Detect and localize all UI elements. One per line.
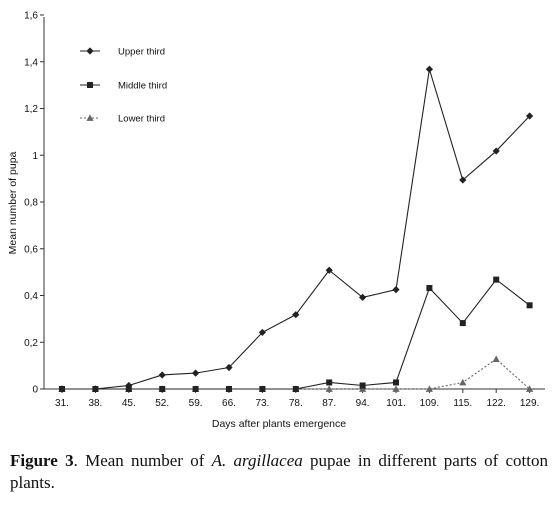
x-tick-label: 101. <box>386 398 405 409</box>
figure-caption: Figure 3. Mean number of A. argillacea p… <box>10 450 548 494</box>
data-point-lower-third <box>359 385 367 392</box>
x-tick-label: 31. <box>55 398 69 409</box>
y-axis-title: Mean number of pupa <box>7 151 19 254</box>
data-point-upper-third <box>325 266 333 274</box>
line-chart: 0 0,2 0,4 0,6 0,8 1 1,2 1,4 1,6 31. 38. 45. 52. 59. 6… <box>7 11 545 430</box>
data-point-upper-third <box>392 286 400 294</box>
x-tick-label: 87. <box>322 398 336 409</box>
legend-item-lower-third: Lower third <box>80 114 165 125</box>
y-tick-label: 1,4 <box>24 57 38 68</box>
y-tick-label: 0,2 <box>24 338 38 349</box>
legend: Upper third Middle third Lower third <box>80 47 167 125</box>
y-tick-label: 0,4 <box>24 291 38 302</box>
data-point-lower-third <box>325 385 333 392</box>
legend-item-upper-third: Upper third <box>80 47 165 58</box>
data-point-middle-third <box>326 379 333 386</box>
data-point-middle-third <box>359 382 366 389</box>
series-upper-third <box>58 65 534 393</box>
legend-marker-lower-third <box>86 114 94 121</box>
x-tick-label: 45. <box>122 398 136 409</box>
y-tick-label: 1,6 <box>24 11 38 22</box>
data-point-middle-third <box>393 379 399 386</box>
data-point-lower-third <box>492 355 500 362</box>
data-point-upper-third <box>125 381 133 390</box>
species-name: A. argillacea <box>211 451 303 470</box>
data-point-upper-third <box>225 363 233 372</box>
data-point-middle-third <box>493 276 500 283</box>
x-tick-label: 122. <box>486 398 505 409</box>
data-point-lower-third <box>392 385 400 392</box>
data-point-upper-third <box>359 293 367 301</box>
data-point-lower-third <box>526 385 534 392</box>
data-point-middle-third <box>426 285 433 292</box>
legend-label: Lower third <box>118 114 165 125</box>
x-axis-ticks: 31. 38. 45. 52. 59. 66. 73. 78. 87. 94. 101. 109. 11… <box>55 389 539 409</box>
data-point-middle-third <box>292 386 299 392</box>
data-point-middle-third <box>259 386 266 392</box>
data-point-lower-third <box>459 378 467 386</box>
data-point-upper-third <box>492 147 500 155</box>
x-tick-label: 94. <box>356 398 370 409</box>
x-tick-label: 66. <box>222 398 236 409</box>
data-point-middle-third <box>192 386 199 392</box>
data-point-upper-third <box>158 371 166 379</box>
x-tick-label: 38. <box>88 398 102 409</box>
data-point-upper-third <box>58 385 66 393</box>
legend-label: Upper third <box>118 47 165 58</box>
data-point-upper-third <box>258 328 266 337</box>
x-tick-label: 59. <box>189 398 203 409</box>
data-point-lower-third <box>425 385 433 392</box>
data-point-upper-third <box>91 385 99 393</box>
legend-item-middle-third: Middle third <box>80 81 167 92</box>
y-tick-label: 0,8 <box>24 198 38 209</box>
x-tick-label: 73. <box>255 398 269 409</box>
data-point-upper-third <box>526 112 534 120</box>
x-tick-label: 52. <box>155 398 169 409</box>
x-tick-label: 78. <box>289 398 303 409</box>
series-middle-third <box>59 276 533 392</box>
data-point-middle-third <box>526 302 533 309</box>
data-point-upper-third <box>459 176 467 184</box>
data-point-upper-third <box>192 369 200 377</box>
caption-text-before: . Mean number of <box>73 451 212 470</box>
y-tick-label: 1,2 <box>24 104 38 115</box>
y-axis-ticks: 0 0,2 0,4 0,6 0,8 1 1,2 1,4 1,6 <box>24 11 44 396</box>
figure-label: Figure 3 <box>10 451 74 470</box>
data-point-upper-third <box>425 65 433 73</box>
data-point-upper-third <box>292 311 300 319</box>
y-tick-label: 0 <box>32 385 38 396</box>
x-axis-title: Days after plants emergence <box>212 418 346 430</box>
series-layer <box>58 65 534 393</box>
y-tick-label: 0,6 <box>24 244 38 255</box>
x-tick-label: 115. <box>453 398 472 409</box>
x-tick-label: 109. <box>420 398 439 409</box>
y-tick-label: 1 <box>32 151 38 162</box>
legend-marker-middle-third <box>87 82 93 88</box>
legend-label: Middle third <box>118 81 167 92</box>
x-tick-label: 129. <box>520 398 539 409</box>
caption-text-after: pupae in different parts of cotton plant… <box>10 451 548 492</box>
legend-marker-upper-third <box>86 47 94 55</box>
data-point-middle-third <box>226 386 232 392</box>
data-point-middle-third <box>159 386 166 392</box>
series-line-middle-third <box>62 278 530 390</box>
data-point-middle-third <box>459 320 466 327</box>
chart-axes <box>43 17 545 390</box>
